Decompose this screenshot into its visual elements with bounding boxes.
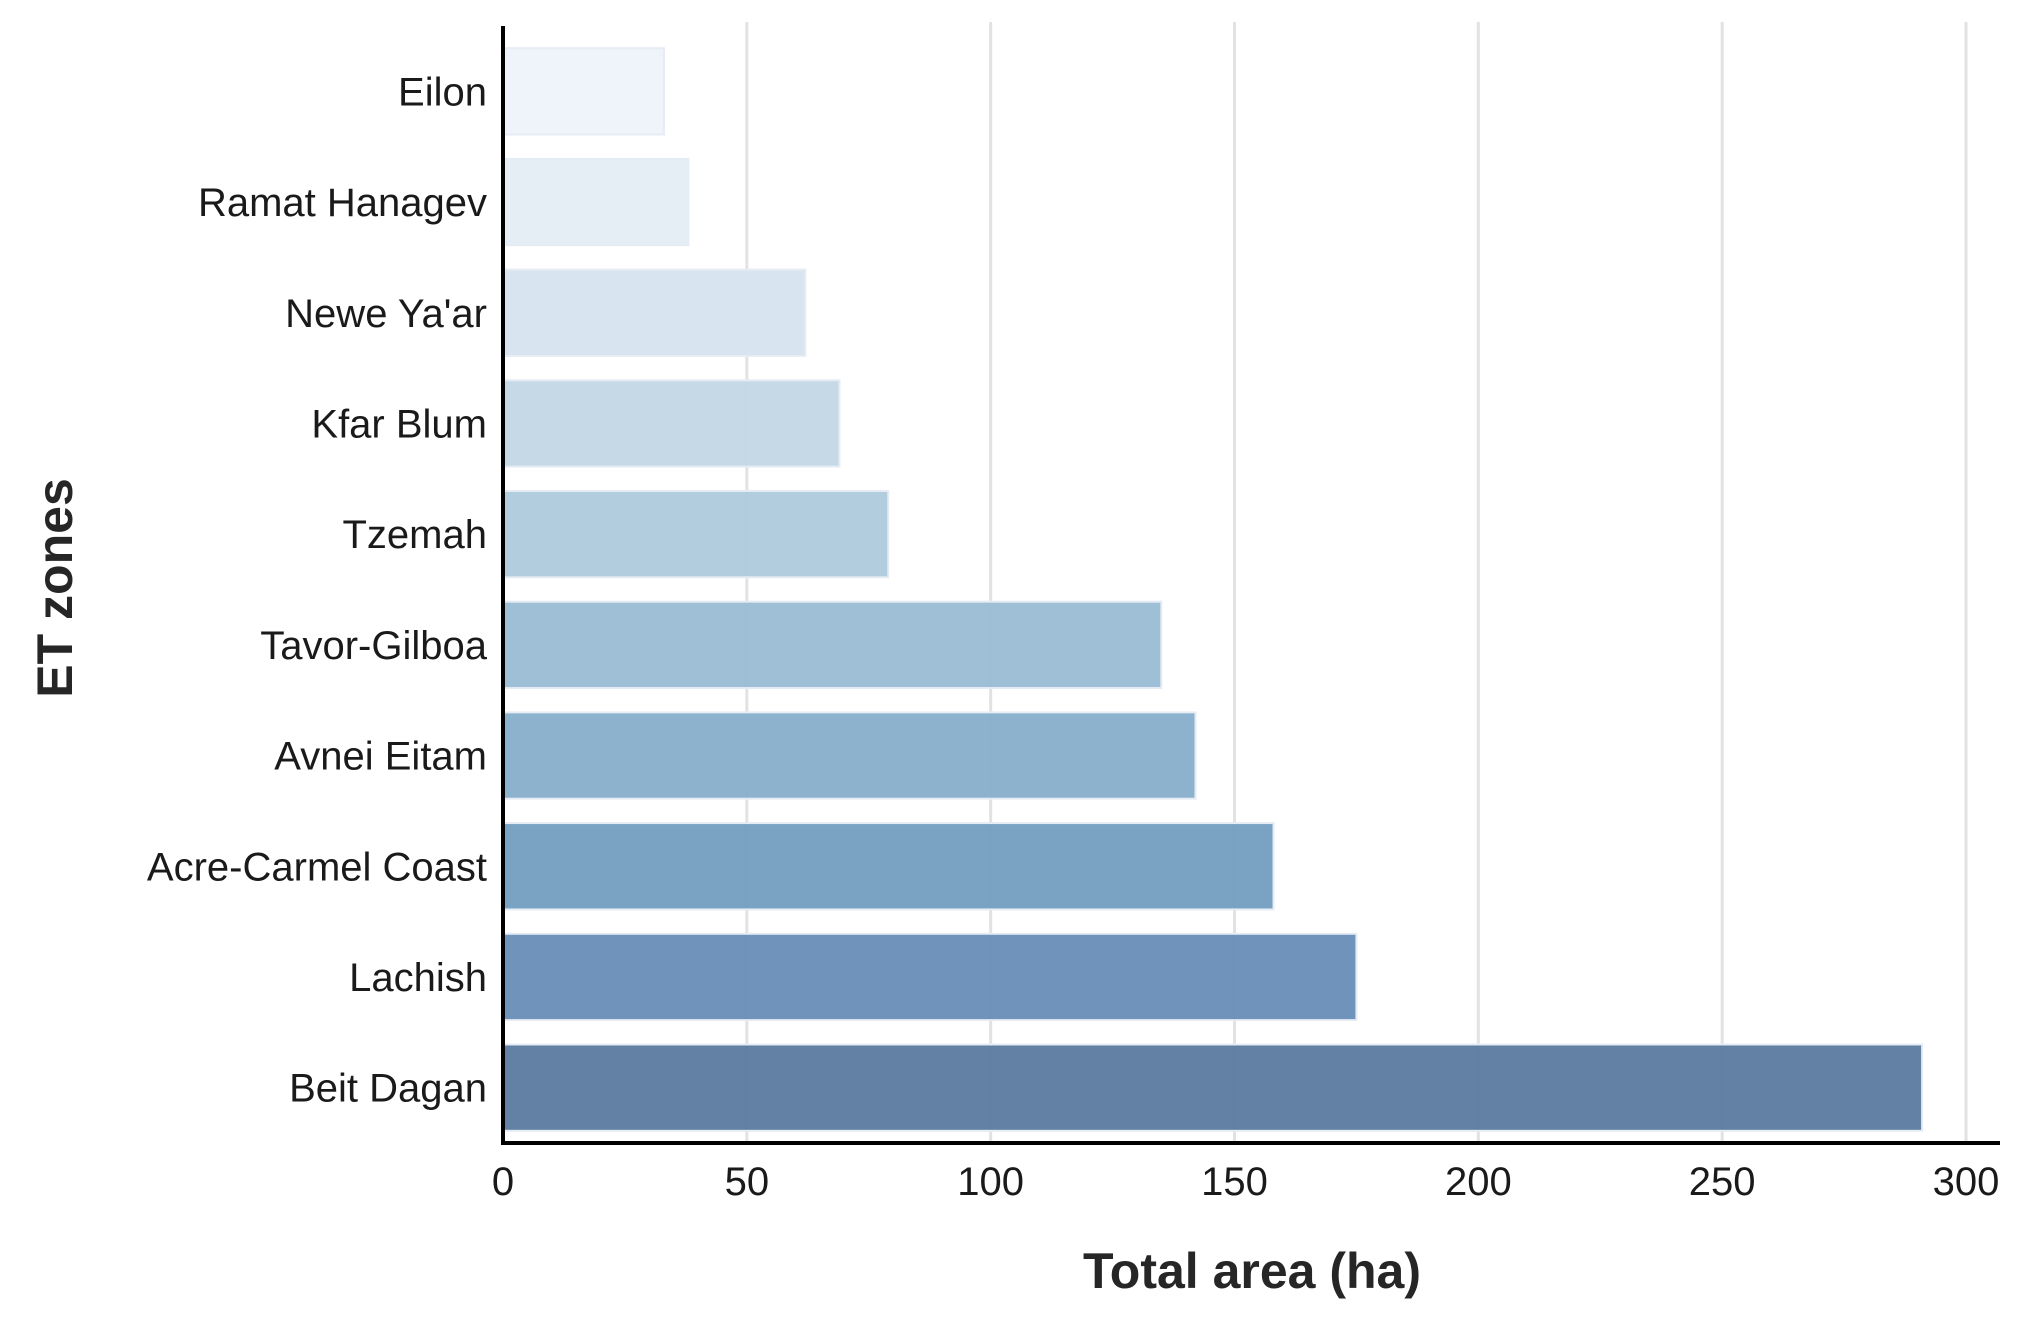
x-tick-label-250: 250 [1689, 1160, 1756, 1204]
x-tick-label-50: 50 [725, 1160, 770, 1204]
bars [502, 47, 1924, 1132]
x-tick-label-100: 100 [957, 1160, 1024, 1204]
axes [501, 26, 2000, 1145]
y-tick-label-lachish: Lachish [349, 956, 487, 1000]
x-tick-label-300: 300 [1933, 1160, 2000, 1204]
x-tick-label-200: 200 [1445, 1160, 1512, 1204]
y-tick-label-tavor-gilboa: Tavor-Gilboa [260, 624, 488, 668]
x-tick-label-150: 150 [1201, 1160, 1268, 1204]
bar-beit-dagan [502, 1043, 1924, 1132]
y-tick-label-eilon: Eilon [398, 70, 487, 114]
y-tick-label-beit-dagan: Beit Dagan [289, 1067, 487, 1111]
bar-newe-ya-ar [502, 268, 807, 357]
bar-tzemah [502, 489, 890, 579]
bar-lachish [502, 932, 1358, 1022]
bar-acre-carmel-coast [502, 822, 1275, 911]
y-tick-label-avnei-eitam: Avnei Eitam [274, 735, 487, 779]
x-axis-title: Total area (ha) [1083, 1243, 1421, 1299]
y-tick-label-acre-carmel-coast: Acre-Carmel Coast [147, 845, 487, 889]
y-tick-label-ramat-hanagev: Ramat Hanagev [198, 181, 487, 225]
y-axis-title: ET zones [27, 478, 83, 697]
y-tick-label-newe-ya-ar: Newe Ya'ar [285, 292, 487, 336]
x-tick-labels: 0 50 100 150 200 250 300 [492, 1160, 2000, 1204]
bar-ramat-hanagev [502, 157, 690, 247]
y-tick-labels: Eilon Ramat Hanagev Newe Ya'ar Kfar Blum Tze… [147, 70, 488, 1110]
y-tick-label-kfar-blum: Kfar Blum [311, 402, 487, 446]
bar-tavor-gilboa [502, 600, 1163, 690]
bar-avnei-eitam [502, 711, 1197, 800]
bar-kfar-blum [502, 379, 841, 468]
x-tick-label-0: 0 [492, 1160, 514, 1204]
bar-eilon [502, 47, 665, 136]
y-tick-label-tzemah: Tzemah [343, 513, 488, 557]
